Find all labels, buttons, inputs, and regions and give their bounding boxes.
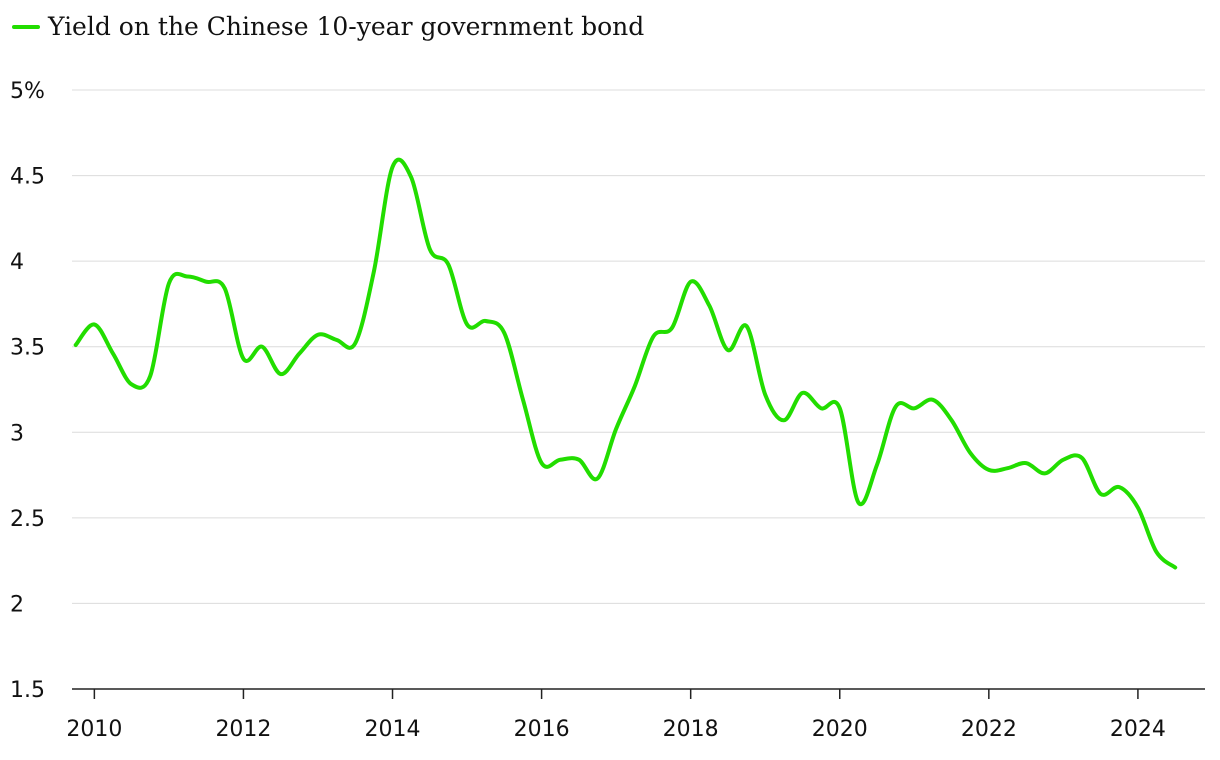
x-tick-label: 2016 [514,717,570,742]
x-tick-label: 2020 [812,717,868,742]
y-tick-label: 3.5 [10,336,45,361]
y-tick-label: 4.5 [10,165,45,190]
y-tick-label: 1.5 [10,678,45,703]
series-line-yield [73,157,1178,570]
x-tick-label: 2012 [215,717,271,742]
x-tick-label: 2010 [66,717,122,742]
legend: Yield on the Chinese 10-year government … [12,12,644,41]
y-tick-label: 5% [10,79,45,104]
x-tick-label: 2022 [961,717,1017,742]
y-tick-label: 3 [10,421,24,446]
x-tick-label: 2024 [1110,717,1166,742]
y-tick-label: 2.5 [10,507,45,532]
y-tick-label: 4 [10,250,24,275]
legend-swatch [12,24,40,29]
x-tick-label: 2018 [663,717,719,742]
y-tick-label: 2 [10,592,24,617]
x-tick-label: 2014 [365,717,421,742]
legend-label: Yield on the Chinese 10-year government … [48,12,645,41]
